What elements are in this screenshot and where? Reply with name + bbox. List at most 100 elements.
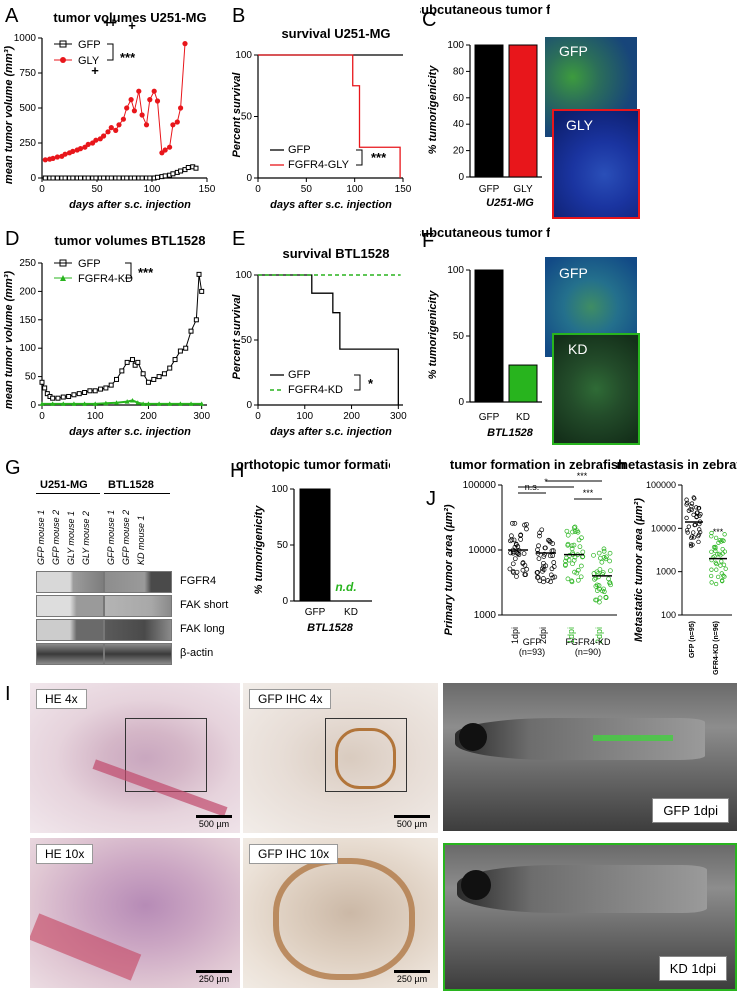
data-point-gfp [147, 175, 153, 181]
data-point [508, 550, 513, 556]
legend-gfp: GFP [288, 369, 311, 381]
x-tick-label: 0 [255, 411, 261, 422]
x-tick-label: GLY [513, 184, 533, 195]
x-axis-label: days after s.c. injection [69, 199, 191, 211]
y-tick-label: 750 [19, 68, 36, 79]
data-point [594, 569, 600, 575]
y-tick-label: 150 [19, 315, 36, 326]
blot-row-fak-short: FAK short [36, 595, 228, 617]
micrograph-f-kd: KD [552, 333, 640, 445]
scale-bar-label: 250 µm [396, 974, 428, 984]
y-tick-label: 100000 [463, 480, 497, 491]
data-point-gly [147, 97, 153, 103]
data-point [511, 537, 517, 543]
y-tick-label: 0 [246, 400, 252, 411]
data-point [692, 522, 697, 528]
data-point-gfp [188, 328, 194, 334]
data-point [577, 544, 583, 550]
panel-label-h: H [230, 460, 244, 482]
data-point-gfp [92, 388, 98, 394]
y-tick-label: 0 [30, 400, 36, 411]
data-point [722, 532, 727, 537]
data-point [524, 521, 529, 527]
significance-label: *** [138, 265, 154, 280]
row-label: FGFR4 [180, 575, 217, 587]
x-axis-label: days after s.c. injection [270, 426, 392, 438]
data-point [696, 505, 702, 511]
panel-j-chart: J tumor formation in zebrafish metastasi… [426, 457, 737, 675]
micrograph-label: KD [568, 341, 588, 357]
legend-fgfr4-gly: FGFR4-GLY [288, 159, 350, 171]
y-tick-label: 200 [19, 286, 36, 297]
data-point [601, 548, 607, 554]
data-point-gly [174, 119, 180, 125]
data-point-gly [178, 105, 184, 111]
significance-label: * [368, 376, 374, 391]
data-point-gfp [98, 386, 104, 392]
data-point [689, 501, 695, 506]
y-tick-label: 10000 [651, 523, 676, 533]
data-point [719, 571, 724, 576]
data-point-gly [42, 157, 48, 163]
lane-label: KD mouse 1 [136, 515, 146, 565]
data-point-gly [162, 147, 168, 153]
marker-plus: + [109, 15, 117, 30]
data-point [720, 546, 725, 552]
data-point [509, 533, 514, 539]
data-point-fgfr4-kd [140, 401, 146, 406]
data-point-fgfr4-kd [156, 401, 162, 406]
gfp-ihc-4x-image: GFP IHC 4x 500 µm [243, 683, 438, 833]
data-point [597, 567, 603, 572]
data-point [684, 528, 690, 533]
micrograph-c-gly: GLY [552, 109, 640, 219]
plot-area: 0 50 100 GFP KD [271, 484, 372, 618]
x-tick-label: 200 [140, 411, 157, 422]
data-point-gly [50, 155, 56, 161]
data-point-gly [128, 97, 134, 103]
data-point-gly [120, 116, 126, 122]
data-point [722, 574, 727, 579]
data-point-fgfr4-kd [92, 401, 98, 406]
data-point-gfp [178, 168, 184, 174]
data-point [709, 573, 714, 579]
data-point-gfp [101, 175, 107, 181]
y-tick-label: 1000 [14, 33, 37, 44]
data-point [713, 535, 719, 541]
data-point [595, 588, 600, 593]
data-point-gfp [161, 371, 167, 377]
series-line-fgfr4-gly [258, 54, 401, 178]
data-point [718, 563, 723, 568]
data-point-fgfr4-kd [124, 399, 130, 404]
data-point-gfp [93, 175, 99, 181]
x-axis-label: days after s.c. injection [270, 199, 392, 211]
legend-fgfr4-kd: FGFR4-KD [78, 273, 133, 285]
data-point-fgfr4-kd [135, 400, 141, 405]
data-point [536, 543, 541, 549]
data-point-gfp [183, 345, 189, 351]
data-point [709, 580, 714, 585]
data-point [522, 522, 527, 528]
data-point-gly [70, 148, 76, 154]
data-point-gly [101, 133, 107, 139]
data-point-gfp [108, 382, 114, 388]
data-point-gfp [193, 317, 199, 323]
y-tick-label: 250 [19, 258, 36, 269]
data-point [714, 561, 719, 567]
data-point [691, 512, 696, 517]
data-point-fgfr4-kd [188, 401, 194, 406]
y-tick-label: 50 [25, 372, 37, 383]
data-point-gfp [116, 175, 122, 181]
data-point [550, 541, 556, 546]
micrograph-label: GFP IHC 4x [249, 689, 332, 709]
y-tick-label: 0 [458, 397, 464, 408]
significance-label: *** [120, 50, 136, 65]
panel-label-g: G [5, 457, 21, 479]
data-point [514, 550, 520, 556]
x-tick-label: 100 [144, 184, 161, 195]
data-point [719, 578, 725, 583]
micrograph-label: GFP [559, 265, 588, 281]
data-point-gfp [193, 165, 199, 171]
data-point-gfp [54, 175, 60, 181]
data-point-gfp [140, 371, 146, 377]
panel-i-histology: I HE 4x 500 µm GFP IHC 4x 500 µm HE 10x … [0, 683, 737, 991]
